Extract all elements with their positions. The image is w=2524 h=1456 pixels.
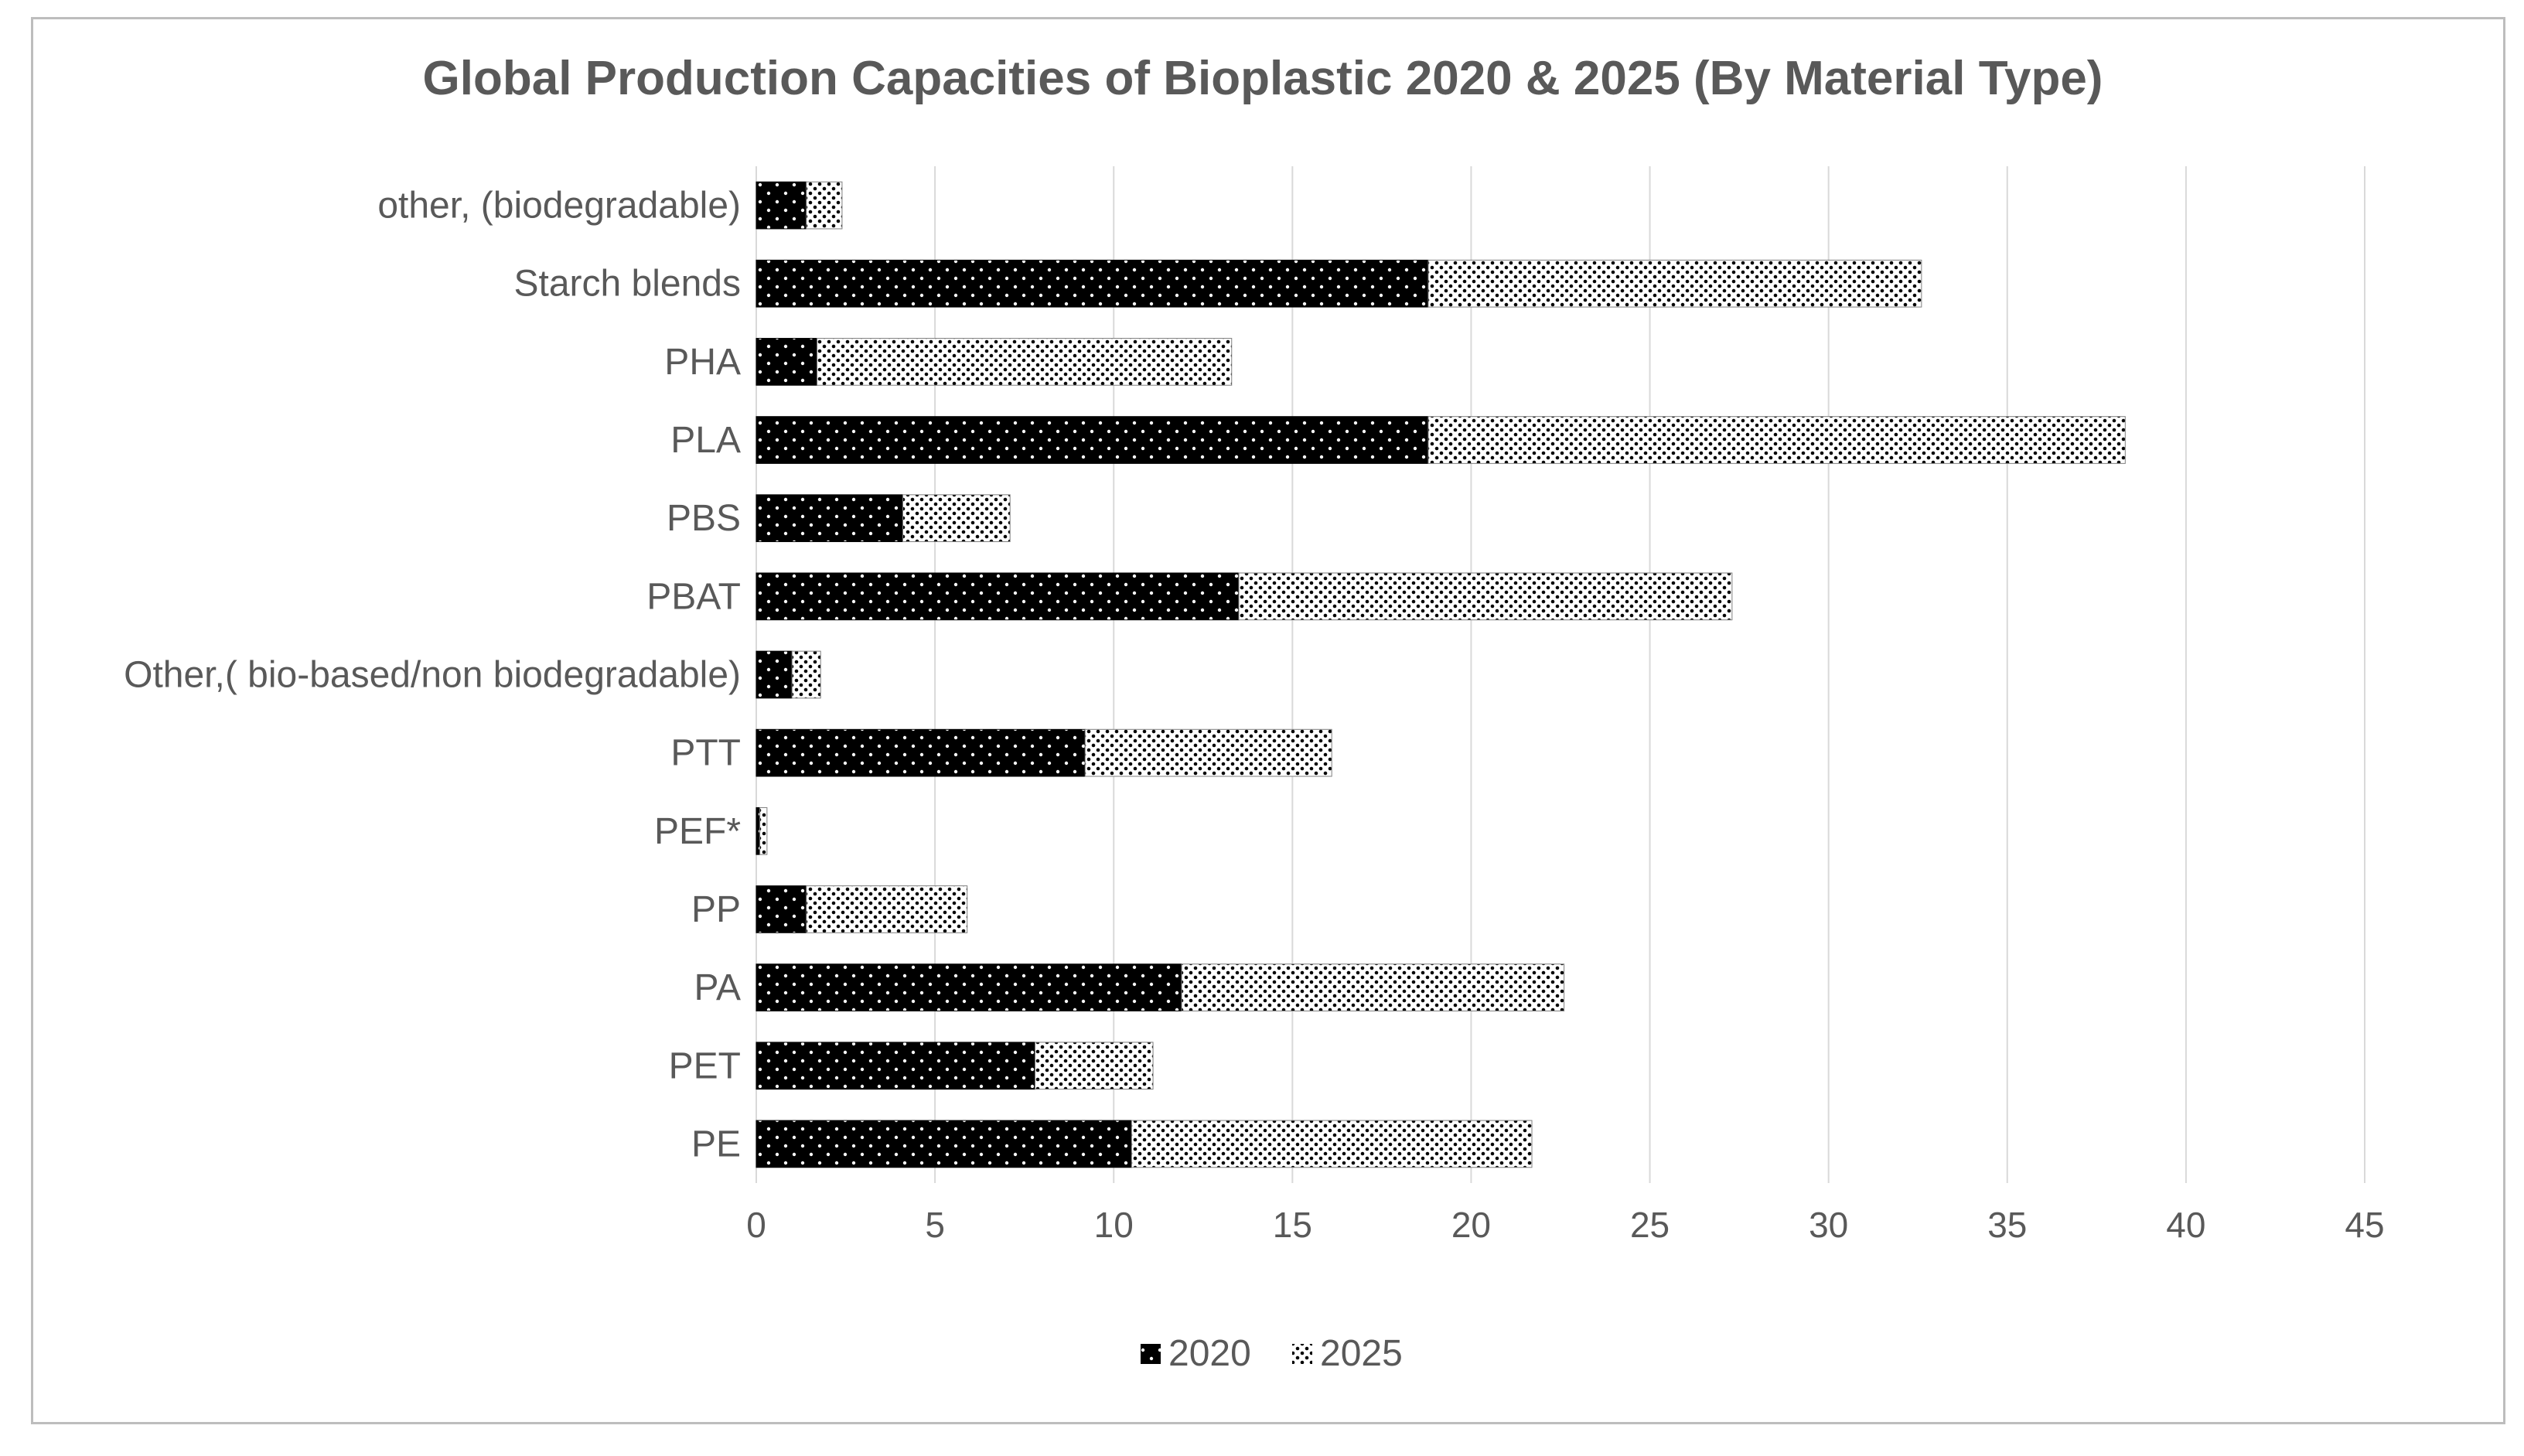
bar-2025-2 <box>1035 1042 1154 1090</box>
legend-swatch-2025 <box>1292 1344 1312 1364</box>
category-label: PTT <box>670 733 741 774</box>
bar-2020-13 <box>755 181 807 230</box>
category-label: PBS <box>667 498 741 539</box>
bar-2025-4 <box>806 885 968 933</box>
bar-chart: Global Production Capacities of Bioplast… <box>124 52 2384 1374</box>
bar-2020-12 <box>755 259 1429 308</box>
x-tick-label: 5 <box>925 1205 945 1245</box>
legend-label-2020: 2020 <box>1168 1333 1251 1374</box>
chart-title: Global Production Capacities of Bioplast… <box>423 52 2103 105</box>
bars <box>755 181 2126 1168</box>
gridlines <box>755 166 2365 1183</box>
category-label: PHA <box>664 342 741 383</box>
category-label: PA <box>694 967 741 1008</box>
category-label: other, (biodegradable) <box>377 186 741 227</box>
bar-2020-1 <box>755 1120 1132 1168</box>
category-axis: PE PET PA PP PEF* PTT Other,( bio-based/non bi… <box>124 186 741 1165</box>
bar-2025-3 <box>1181 963 1565 1011</box>
legend-swatch-2020 <box>1141 1344 1161 1364</box>
x-tick-label: 20 <box>1451 1205 1491 1245</box>
legend-label-2025: 2025 <box>1320 1333 1403 1374</box>
bar-2025-13 <box>806 181 843 230</box>
category-label: PET <box>669 1045 741 1086</box>
x-tick-label: 15 <box>1273 1205 1312 1245</box>
bar-2020-10 <box>755 416 1429 464</box>
bar-2025-12 <box>1427 259 1922 308</box>
bar-2020-7 <box>755 650 793 699</box>
x-tick-label: 30 <box>1809 1205 1848 1245</box>
category-label: PBAT <box>646 576 741 617</box>
bar-2020-6 <box>755 728 1086 777</box>
bar-2025-8 <box>1238 572 1733 621</box>
bar-2025-10 <box>1427 416 2126 464</box>
x-tick-label: 35 <box>1987 1205 2027 1245</box>
category-label: Other,( bio-based/non biodegradable) <box>124 655 741 696</box>
x-tick-label: 25 <box>1630 1205 1670 1245</box>
x-tick-label: 0 <box>746 1205 766 1245</box>
bar-2020-8 <box>755 572 1240 621</box>
legend: 2020 2025 <box>1141 1333 1403 1374</box>
category-label: PE <box>691 1124 741 1164</box>
bar-2020-9 <box>755 494 904 543</box>
bar-2020-2 <box>755 1042 1036 1090</box>
category-label: Starch blends <box>513 264 741 305</box>
bar-2025-6 <box>1084 728 1332 777</box>
bar-2020-5 <box>755 806 761 855</box>
category-label: PEF* <box>654 811 741 852</box>
bar-2025-1 <box>1131 1120 1533 1168</box>
bar-2025-7 <box>791 650 821 699</box>
category-label: PP <box>691 889 741 930</box>
x-tick-label: 45 <box>2345 1205 2384 1245</box>
chart-frame: Global Production Capacities of Bioplast… <box>31 17 2505 1424</box>
bar-2025-9 <box>902 494 1011 543</box>
value-axis: 0 5 10 15 20 25 30 35 40 45 <box>746 1205 2384 1245</box>
bar-2020-4 <box>755 885 807 933</box>
bar-2020-3 <box>755 963 1182 1011</box>
bar-2025-11 <box>817 338 1233 386</box>
x-tick-label: 40 <box>2166 1205 2205 1245</box>
bar-2020-11 <box>755 338 818 386</box>
bar-2025-5 <box>759 806 768 855</box>
x-tick-label: 10 <box>1094 1205 1134 1245</box>
category-label: PLA <box>670 420 741 461</box>
